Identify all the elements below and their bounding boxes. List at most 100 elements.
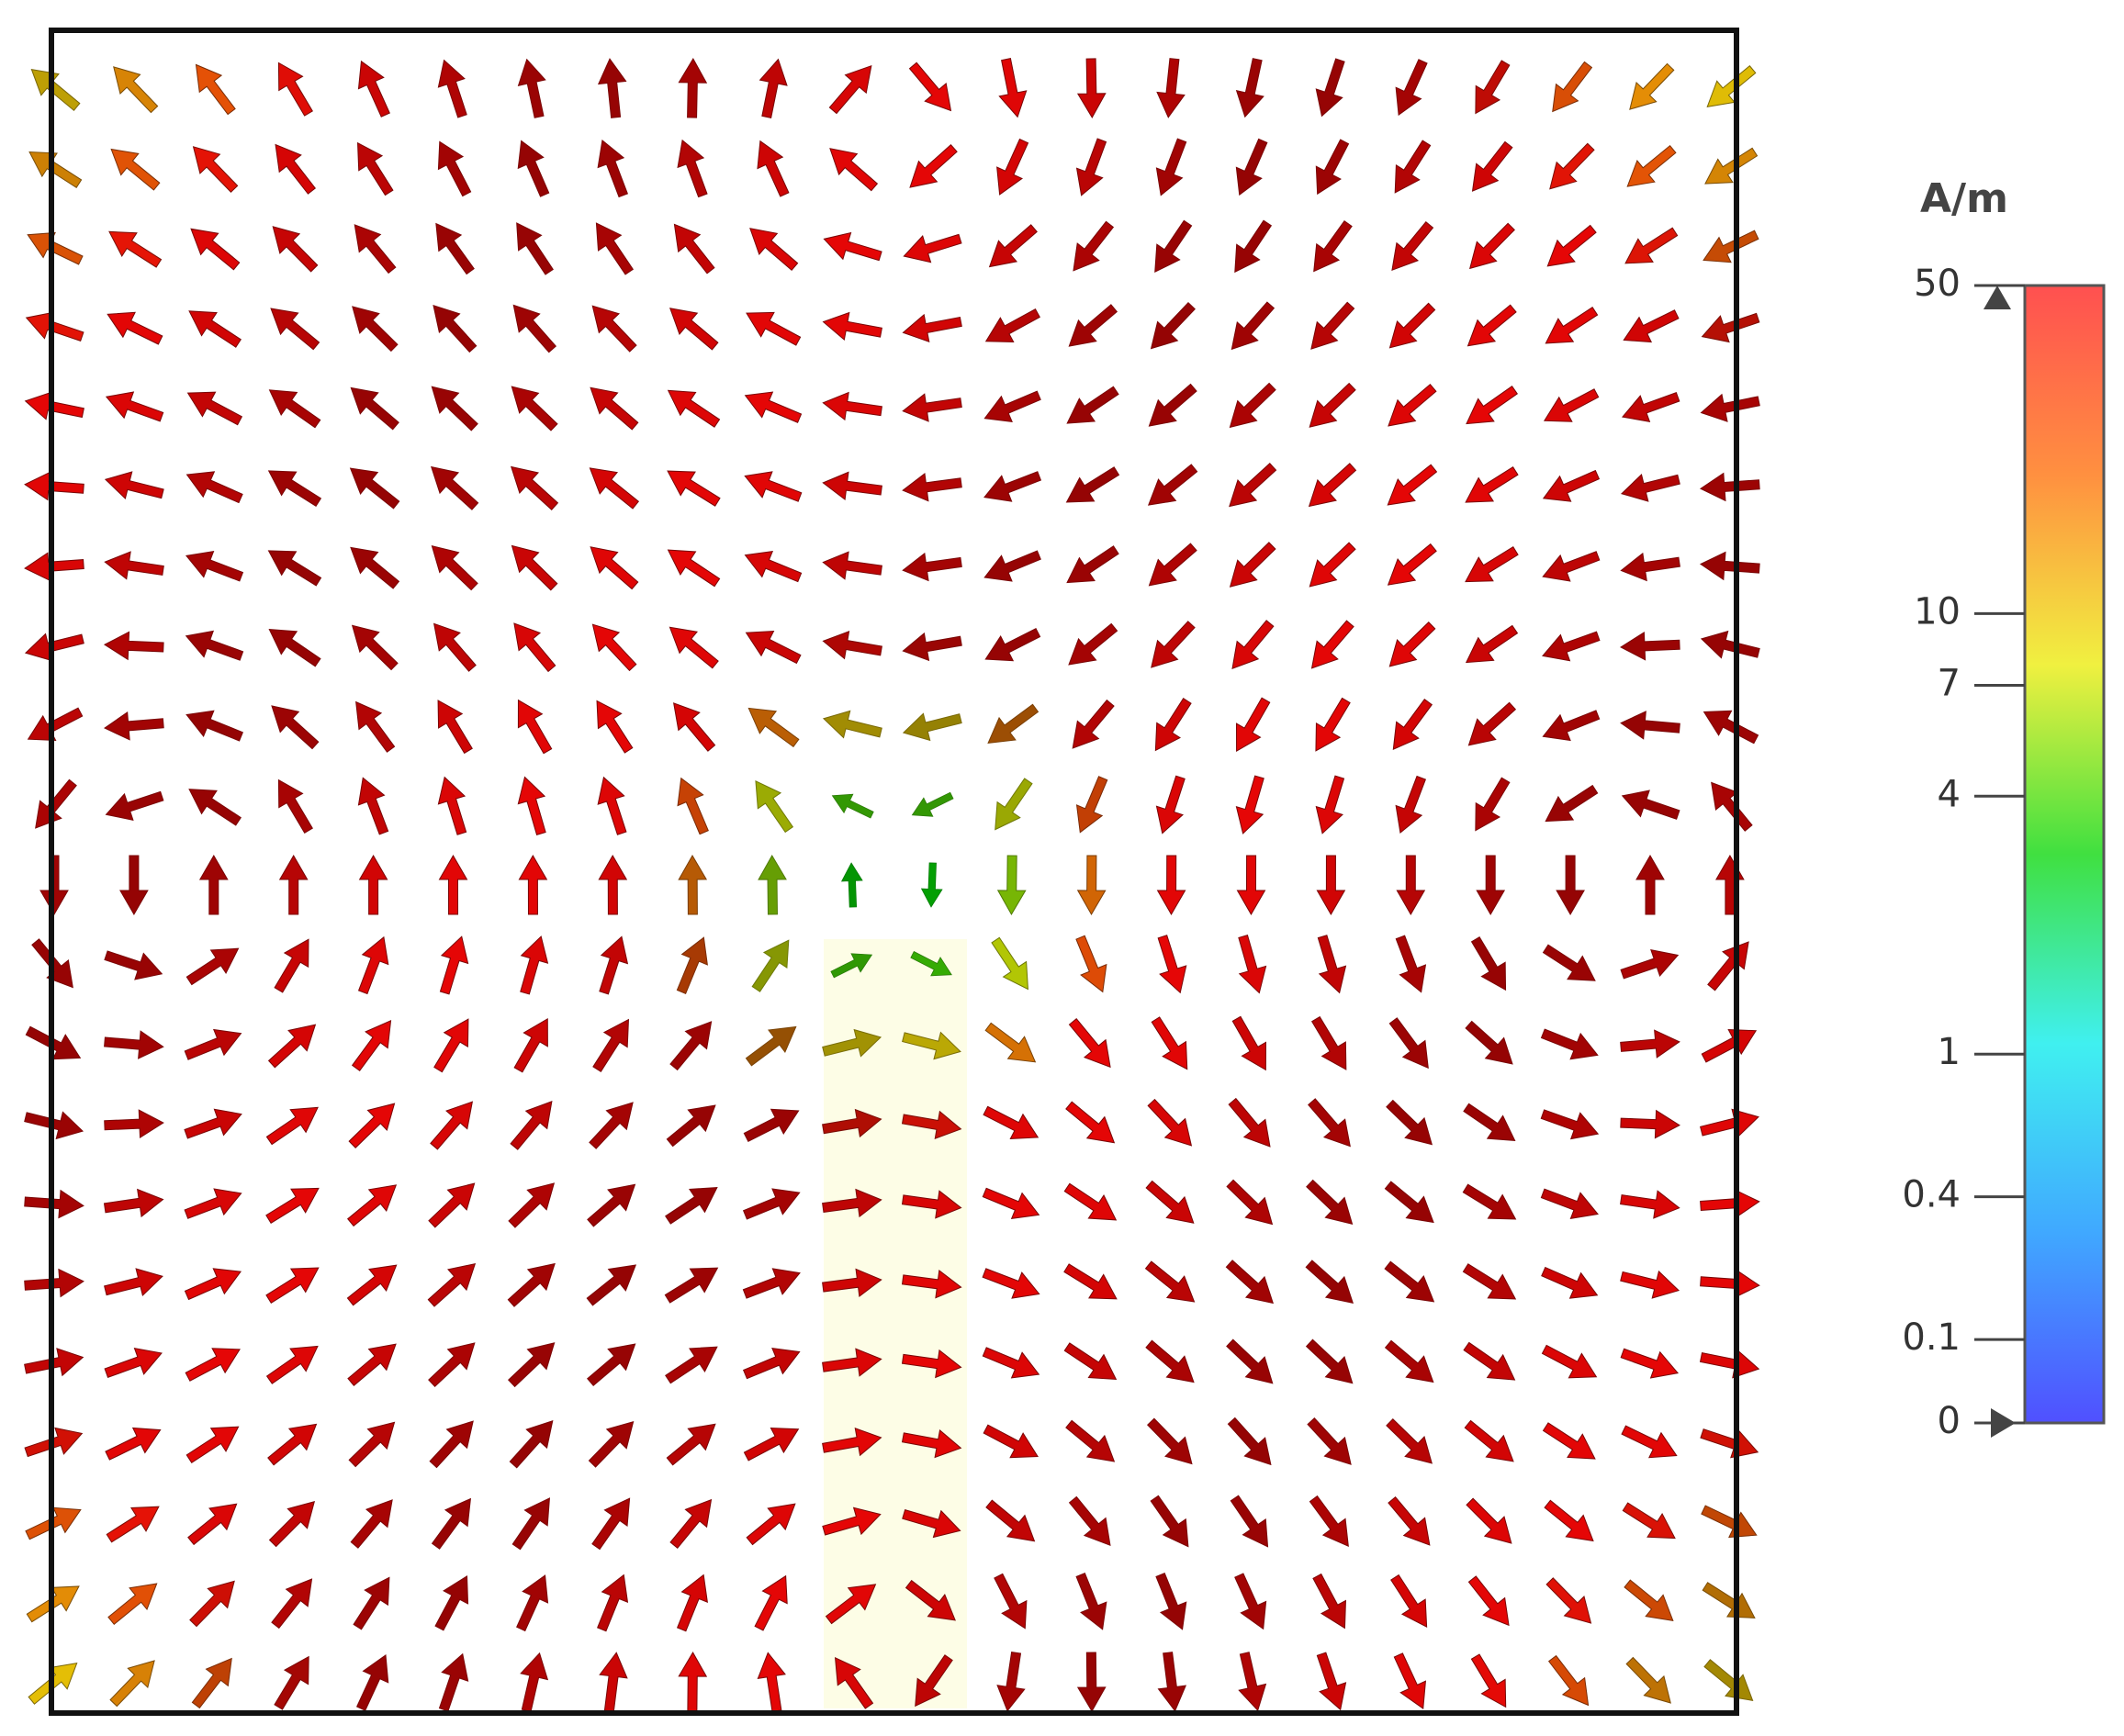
field-arrow xyxy=(1620,949,1680,980)
field-arrow xyxy=(589,467,640,510)
field-arrow xyxy=(1475,60,1511,115)
field-arrow xyxy=(1620,631,1680,661)
field-arrow xyxy=(1235,58,1264,118)
field-arrow xyxy=(265,1106,319,1146)
field-arrow xyxy=(1229,382,1276,429)
field-arrow xyxy=(1700,1188,1760,1218)
field-arrow xyxy=(996,1652,1026,1712)
field-arrow xyxy=(190,228,241,271)
field-arrow xyxy=(113,66,159,114)
field-arrow xyxy=(758,855,787,915)
field-arrow xyxy=(1541,1266,1599,1299)
field-arrow xyxy=(1230,1495,1269,1548)
field-arrow xyxy=(664,1267,719,1304)
field-arrow xyxy=(439,935,469,995)
field-arrow xyxy=(1068,1495,1111,1546)
field-arrow xyxy=(1147,464,1198,506)
field-arrow xyxy=(1388,302,1436,349)
field-arrow xyxy=(823,231,882,262)
field-arrow xyxy=(1541,1344,1598,1379)
field-arrow xyxy=(517,699,553,755)
field-arrow xyxy=(1700,1108,1759,1137)
field-arrow xyxy=(185,710,244,742)
field-arrow xyxy=(352,306,399,353)
field-arrow xyxy=(1395,59,1428,117)
field-arrow xyxy=(1305,1260,1354,1305)
field-arrow xyxy=(1542,551,1601,582)
field-arrow xyxy=(357,777,389,835)
field-arrow xyxy=(742,1268,801,1299)
field-arrow xyxy=(901,1190,962,1219)
field-arrow xyxy=(667,389,721,428)
field-arrow xyxy=(1151,1016,1188,1070)
field-arrow xyxy=(902,472,962,502)
field-arrow xyxy=(1157,935,1187,994)
colorbar-tick-label: 7 xyxy=(1938,662,1961,704)
field-arrow xyxy=(598,854,628,915)
field-arrow xyxy=(185,630,244,661)
field-arrow xyxy=(1620,1270,1680,1299)
field-arrow xyxy=(742,1348,801,1380)
field-arrow xyxy=(511,386,558,431)
field-arrow xyxy=(195,63,236,116)
field-arrow xyxy=(350,546,400,589)
field-arrow xyxy=(355,700,396,753)
field-arrow xyxy=(744,391,803,423)
field-arrow xyxy=(346,1264,398,1306)
field-arrow xyxy=(1462,1183,1517,1220)
field-arrow xyxy=(911,791,954,817)
field-arrow xyxy=(822,471,882,501)
field-arrow xyxy=(908,62,952,112)
field-arrow xyxy=(1231,301,1276,351)
field-arrow xyxy=(1625,1656,1671,1704)
field-arrow xyxy=(185,1348,241,1382)
field-arrow xyxy=(669,1021,713,1071)
field-arrow xyxy=(586,1264,637,1306)
field-arrow xyxy=(901,1428,962,1459)
field-arrow xyxy=(743,1108,800,1143)
field-arrow xyxy=(347,1343,397,1386)
field-arrow xyxy=(1075,935,1107,993)
field-arrow xyxy=(587,1183,636,1227)
field-arrow xyxy=(1620,711,1680,740)
field-arrow xyxy=(901,1349,962,1379)
field-arrow xyxy=(591,305,637,353)
field-arrow xyxy=(1155,138,1187,196)
field-arrow xyxy=(596,700,634,754)
plot-frame xyxy=(49,28,1739,1716)
field-arrow xyxy=(1387,543,1437,586)
field-arrow xyxy=(665,1346,718,1384)
field-arrow xyxy=(428,1342,476,1388)
field-arrow xyxy=(105,790,164,821)
field-arrow xyxy=(822,1028,882,1058)
field-arrow xyxy=(745,630,802,665)
field-arrow xyxy=(902,393,962,422)
field-arrow xyxy=(351,624,399,671)
field-arrow xyxy=(277,62,313,117)
field-arrow xyxy=(901,1110,962,1139)
colorbar-label: A/m xyxy=(1920,175,2008,222)
field-arrow xyxy=(191,1657,232,1709)
field-arrow xyxy=(274,1655,309,1710)
field-arrow xyxy=(104,471,164,500)
field-arrow xyxy=(983,390,1041,422)
field-arrow xyxy=(267,1423,318,1466)
field-arrow xyxy=(433,304,478,353)
field-arrow xyxy=(1703,230,1759,263)
field-arrow xyxy=(437,59,467,118)
field-arrow xyxy=(1624,227,1679,264)
field-arrow xyxy=(1308,1098,1351,1148)
field-arrow xyxy=(433,1018,469,1073)
field-arrow xyxy=(1462,1263,1517,1300)
field-arrow xyxy=(591,623,637,672)
field-arrow xyxy=(1076,855,1107,915)
field-arrow xyxy=(667,470,721,507)
field-arrow xyxy=(678,1652,708,1712)
field-arrow xyxy=(265,1345,319,1384)
colorbar-tick-label: 1 xyxy=(1938,1031,1961,1073)
field-arrow xyxy=(1313,219,1353,273)
field-arrow xyxy=(272,226,319,273)
field-arrow xyxy=(510,1101,553,1150)
field-arrow xyxy=(902,632,962,662)
field-arrow xyxy=(1545,306,1599,344)
